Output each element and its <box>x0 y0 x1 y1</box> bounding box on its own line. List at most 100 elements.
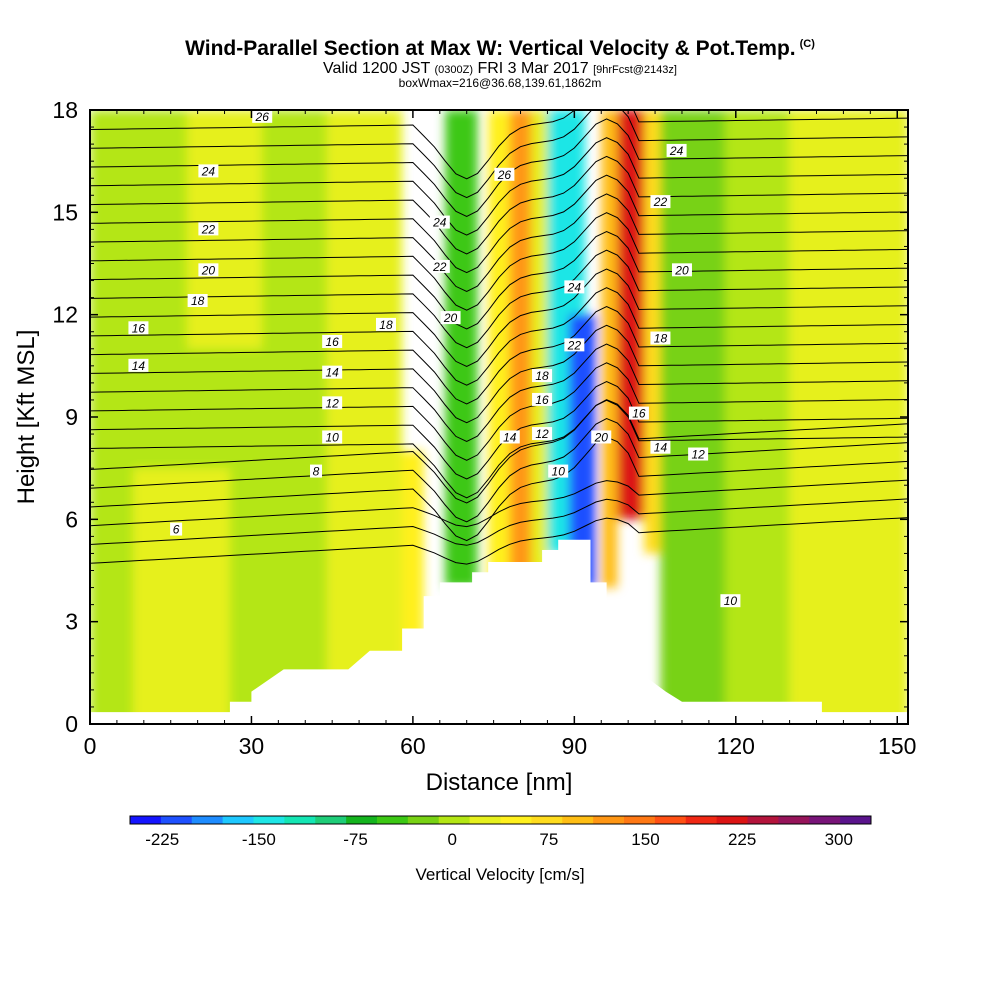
valid-utc: (0300Z) <box>434 64 473 76</box>
contour-label: 20 <box>440 311 461 325</box>
y-tick-label: 15 <box>52 199 78 225</box>
contour-label-text: 22 <box>653 195 668 209</box>
contour-label-text: 22 <box>201 222 216 236</box>
contour-label: 12 <box>322 396 343 410</box>
contour-label-text: 24 <box>567 280 582 294</box>
contour-label-bg <box>720 594 741 608</box>
colorbar: -225 -150 -75 0 75 150 225 300 <box>129 815 872 849</box>
colorbar-swatch <box>840 816 872 824</box>
contour-label-text: 26 <box>497 168 512 182</box>
contour-label-text: 12 <box>691 448 705 462</box>
velocity-band <box>445 110 478 588</box>
theta-contour <box>90 287 908 386</box>
y-axis-label: Height [Kft MSL] <box>13 330 40 505</box>
theta-contour <box>90 436 908 542</box>
colorbar-tick-label: -225 <box>145 830 179 849</box>
colorbar-frame <box>129 815 872 825</box>
contour-label-bg <box>429 259 450 273</box>
contour-label-bg <box>170 522 183 536</box>
contour-label: 10 <box>548 464 569 479</box>
x-tick-label: 30 <box>239 733 265 759</box>
contour-label-bg <box>322 430 343 444</box>
contour-label-text: 16 <box>325 335 339 349</box>
contour-label-text: 14 <box>503 430 517 444</box>
theta-contour <box>90 498 908 546</box>
contour-label-text: 20 <box>594 430 609 444</box>
contour-label-bg <box>494 167 515 181</box>
contour-label-bg <box>650 195 671 209</box>
x-tick-label: 120 <box>717 733 755 759</box>
theta-contour <box>90 193 908 292</box>
y-tick-label: 0 <box>65 711 78 737</box>
contour-label-bg <box>499 430 520 444</box>
contour-label: 24 <box>666 143 687 158</box>
contour-label-bg <box>688 447 709 461</box>
contour-label-bg <box>198 263 219 277</box>
theta-contour <box>90 399 908 504</box>
theta-contour <box>90 110 908 199</box>
theta-contour <box>90 118 908 217</box>
colorbar-tick-label: 150 <box>631 830 659 849</box>
colorbar-label: Vertical Velocity [cm/s] <box>415 865 584 884</box>
contour-label: 14 <box>128 358 149 373</box>
colorbar-swatch <box>809 816 841 824</box>
theta-contour <box>90 381 908 480</box>
contour-label-text: 22 <box>432 260 447 274</box>
theta-contour <box>90 268 908 367</box>
colorbar-swatch <box>191 816 224 824</box>
contour-label-text: 10 <box>325 430 339 444</box>
theta-contour <box>90 110 908 180</box>
colorbar-swatch <box>346 816 378 824</box>
contour-label-text: 20 <box>201 263 216 277</box>
x-tick-label: 90 <box>562 733 588 759</box>
contour-label-text: 16 <box>535 393 549 407</box>
theta-contour <box>90 212 908 311</box>
colorbar-swatch <box>315 816 347 824</box>
contour-label: 10 <box>720 594 741 608</box>
y-tick-label: 18 <box>52 97 78 123</box>
x-axis-label: Distance [nm] <box>426 769 573 796</box>
contour-label-bg <box>375 317 396 331</box>
contour-label-text: 12 <box>535 427 549 441</box>
contour-label-bg <box>532 427 553 441</box>
colorbar-swatch <box>500 816 532 824</box>
contour-label-text: 24 <box>432 216 447 230</box>
theta-contour <box>90 343 908 443</box>
contour-label-bg <box>187 294 208 308</box>
contour-label-text: 12 <box>325 396 339 410</box>
contour-label: 16 <box>532 392 553 407</box>
contour-label-text: 16 <box>132 321 146 335</box>
colorbar-swatch <box>531 816 563 824</box>
contour-label-bg <box>591 430 612 444</box>
velocity-band <box>509 110 532 588</box>
contour-label: 20 <box>198 263 219 277</box>
contour-label-text: 22 <box>567 338 582 352</box>
colorbar-swatch <box>438 816 471 824</box>
contour-label: 18 <box>532 369 553 383</box>
contour-label-bg <box>429 215 450 229</box>
contour-label-bg <box>666 143 687 157</box>
colorbar-swatch <box>253 816 285 824</box>
colorbar-swatch <box>624 816 656 824</box>
colorbar-swatch <box>593 816 625 824</box>
colorbar-tick-label: 0 <box>447 830 456 849</box>
contour-label-text: 18 <box>379 318 393 332</box>
x-tick-label: 0 <box>84 733 97 759</box>
contour-label: 16 <box>128 321 149 335</box>
contour-label: 8 <box>310 464 323 479</box>
velocity-band <box>133 468 230 724</box>
contour-label: 22 <box>564 338 585 352</box>
contour-label-text: 8 <box>313 465 320 479</box>
contour-label-bg <box>252 109 273 123</box>
potential-temperature-contours <box>90 110 908 565</box>
colorbar-tick-label: 225 <box>728 830 756 849</box>
colorbar-tick-label: 75 <box>539 830 558 849</box>
colorbar-swatch <box>407 816 440 824</box>
contour-label-bg <box>650 331 671 345</box>
chart-subtitle: Valid 1200 JST (0300Z) FRI 3 Mar 2017 [9… <box>0 60 1000 78</box>
contour-label: 6 <box>170 522 183 537</box>
y-tick-label: 3 <box>65 609 78 635</box>
contour-label-bg <box>198 222 219 236</box>
contour-label-bg <box>322 365 343 379</box>
